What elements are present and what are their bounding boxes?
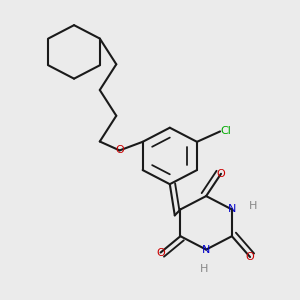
Text: Cl: Cl (220, 126, 231, 136)
Text: O: O (217, 169, 225, 179)
Text: N: N (228, 204, 236, 214)
Text: O: O (115, 146, 124, 155)
Text: O: O (246, 252, 254, 262)
Text: O: O (156, 248, 165, 257)
Text: H: H (249, 202, 257, 212)
Text: H: H (200, 264, 209, 274)
Text: N: N (202, 244, 210, 255)
